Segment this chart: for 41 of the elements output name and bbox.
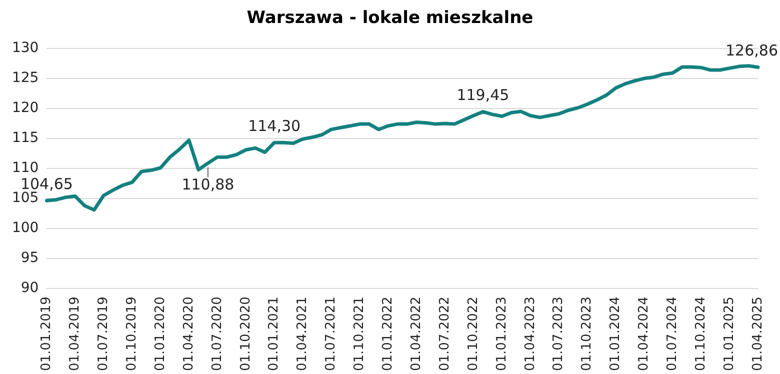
data-label: 104,65 — [20, 174, 73, 193]
x-tick-label: 01.10.2020 — [238, 296, 254, 372]
x-tick-label: 01.07.2022 — [437, 296, 452, 372]
x-tick-label: 01.07.2024 — [665, 296, 680, 372]
x-tick-label: 01.07.2020 — [210, 296, 225, 372]
y-tick-label: 90 — [20, 280, 39, 296]
y-tick-label: 95 — [20, 250, 39, 266]
y-tick-label: 105 — [12, 190, 39, 206]
x-tick-label: 01.04.2022 — [408, 296, 424, 372]
x-tick-label: 01.01.2023 — [494, 296, 510, 372]
x-tick-label: 01.04.2023 — [522, 296, 538, 372]
x-tick-label: 01.04.2024 — [636, 296, 652, 372]
y-tick-label: 120 — [12, 100, 39, 116]
x-tick-label: 01.01.2019 — [39, 296, 54, 372]
x-tick-label: 01.10.2019 — [124, 296, 140, 372]
y-tick-label: 130 — [12, 40, 39, 56]
x-tick-label: 01.10.2023 — [580, 296, 595, 372]
y-tick-label: 110 — [12, 160, 39, 176]
x-tick-label: 01.04.2021 — [295, 296, 310, 372]
x-tick-label: 01.01.2025 — [722, 296, 737, 372]
data-label: 114,30 — [248, 117, 301, 136]
chart-title: Warszawa - lokale mieszkalne — [246, 7, 534, 30]
y-tick-label: 125 — [12, 70, 39, 86]
x-tick-label: 01.07.2019 — [96, 296, 111, 372]
y-tick-label: 100 — [12, 220, 39, 236]
data-label: 119,45 — [456, 86, 510, 104]
x-tick-label: 01.07.2021 — [324, 296, 339, 372]
data-label: 126,86 — [726, 42, 778, 60]
x-tick-label: 01.01.2024 — [608, 296, 624, 372]
x-tick-label: 01.01.2022 — [380, 296, 396, 372]
x-tick-label: 01.04.2019 — [68, 296, 83, 372]
x-tick-label: 01.10.2024 — [693, 296, 708, 372]
x-tick-label: 01.04.2025 — [750, 296, 766, 372]
data-label: 110,88 — [182, 176, 234, 194]
x-tick-label: 01.01.2021 — [266, 296, 282, 372]
x-tick-label: 01.07.2023 — [551, 296, 566, 372]
x-tick-label: 01.01.2020 — [152, 296, 168, 372]
x-tick-label: 01.04.2020 — [181, 296, 196, 372]
x-tick-label: 01.10.2021 — [352, 296, 368, 372]
x-tick-label: 01.10.2022 — [466, 296, 481, 372]
y-tick-label: 115 — [12, 130, 39, 146]
